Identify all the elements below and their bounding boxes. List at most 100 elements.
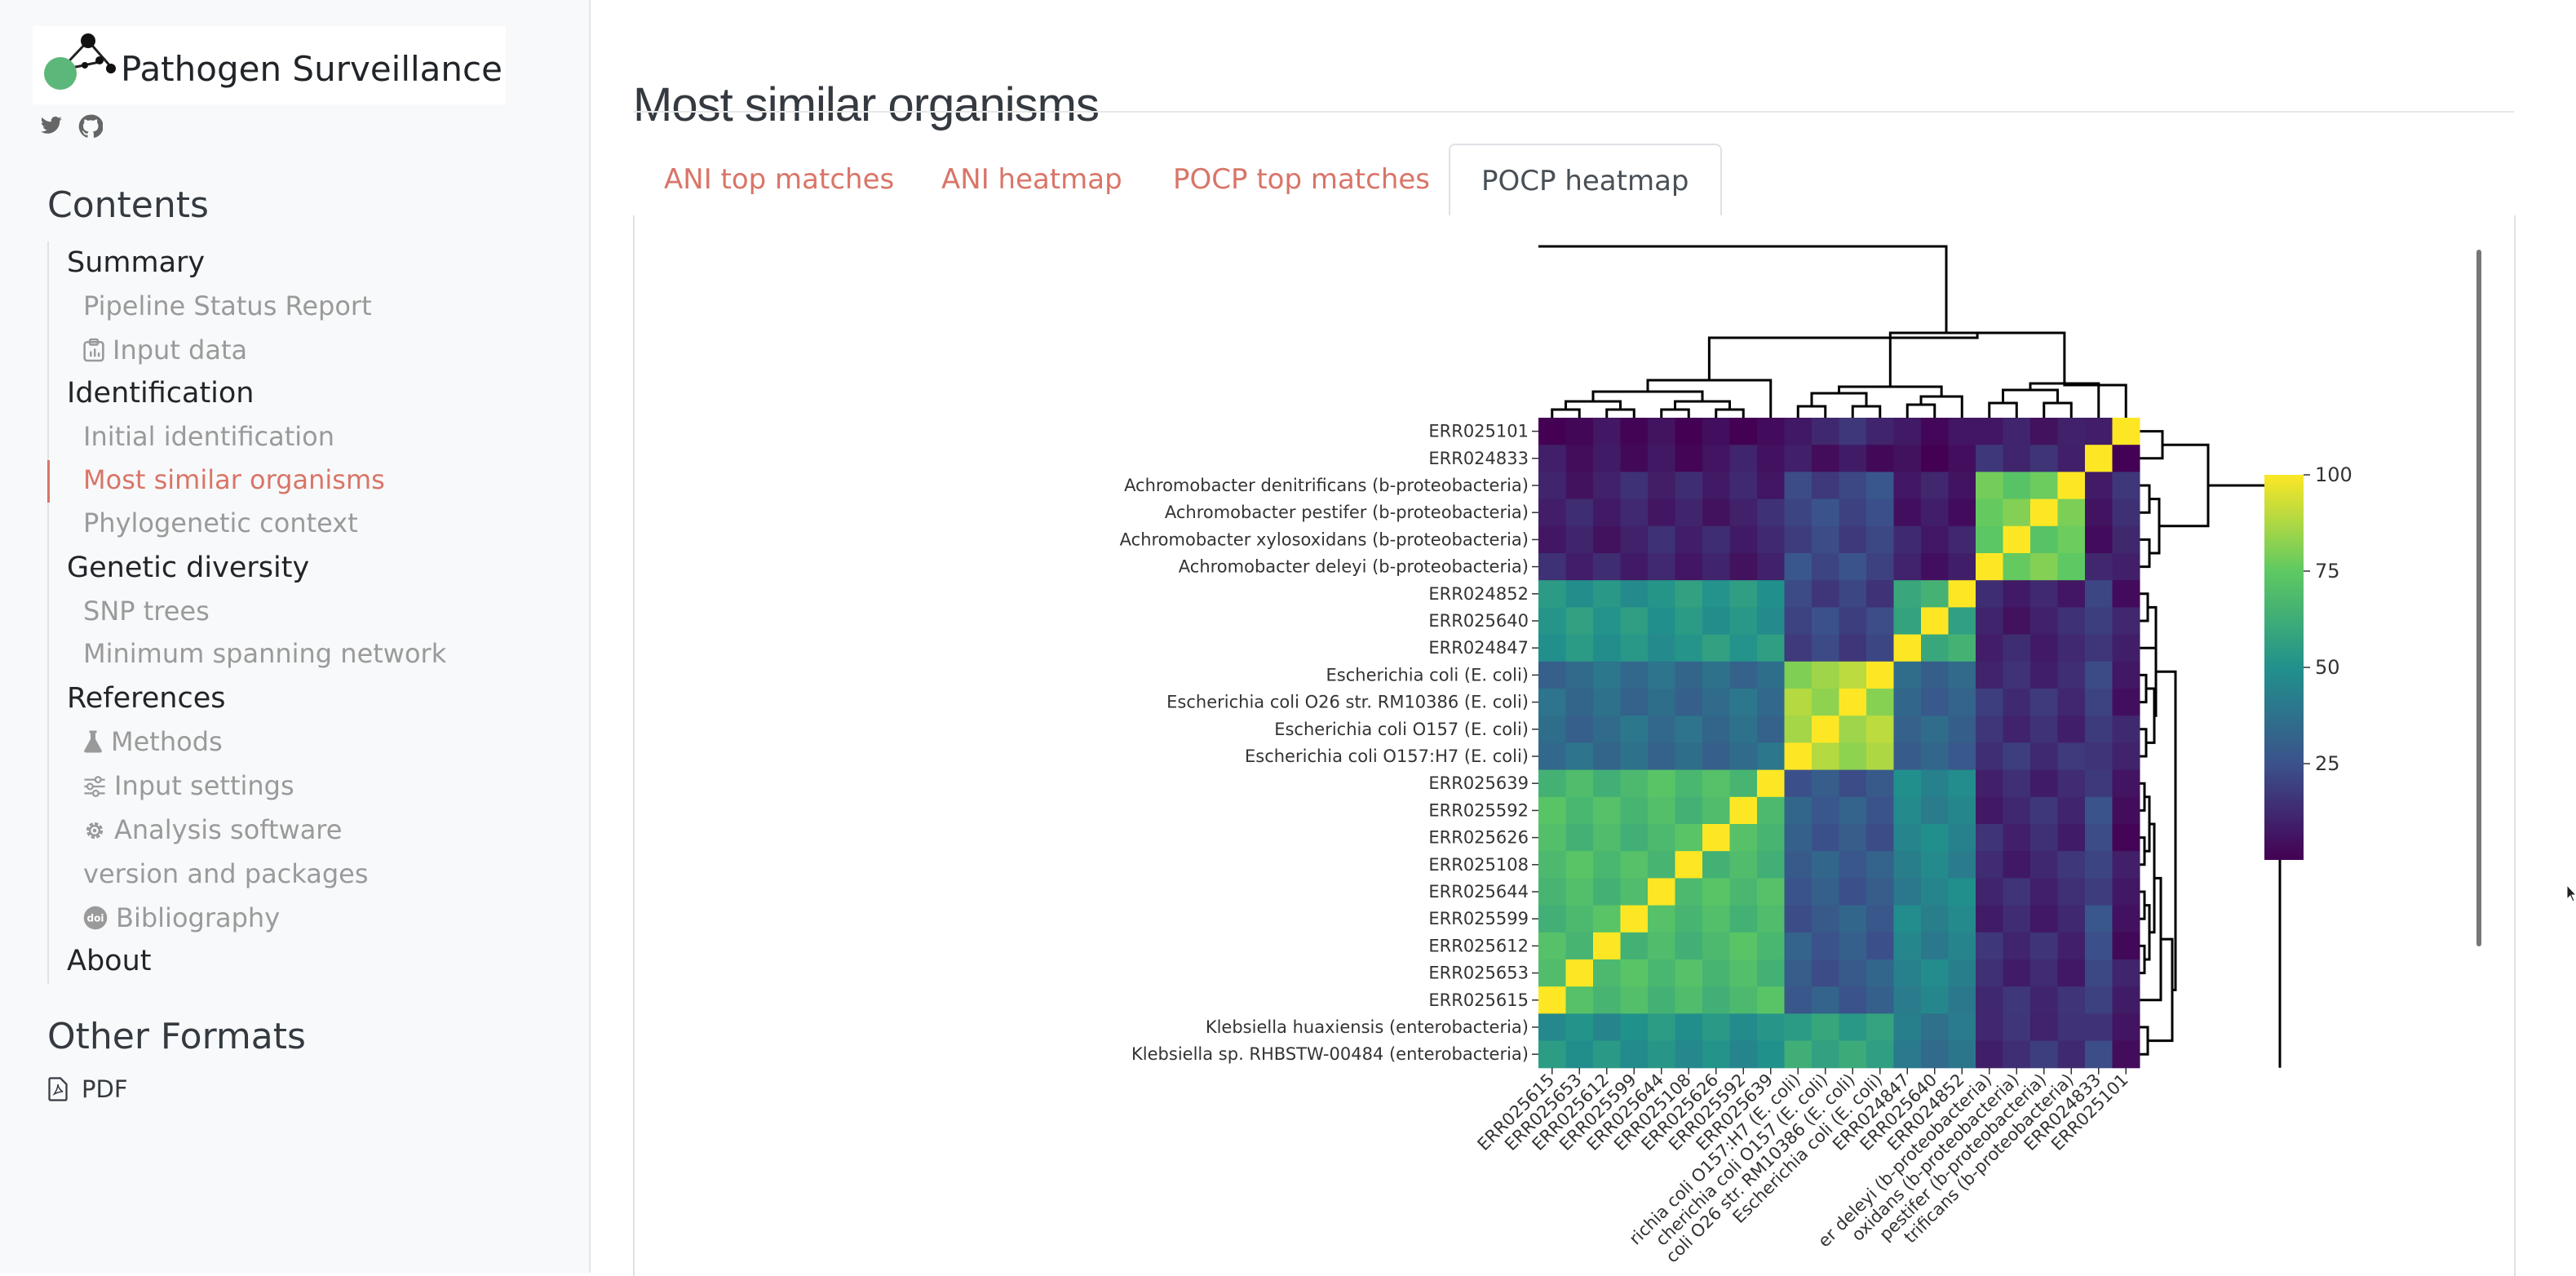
heatmap-cell (1976, 851, 2003, 879)
heatmap-cell (1784, 742, 1812, 771)
heatmap-cell (2057, 824, 2086, 852)
heatmap-cell (1866, 445, 1894, 472)
heatmap-cell (1976, 986, 2003, 1014)
toc-analysis-software[interactable]: Analysis software (83, 814, 342, 845)
heatmap-cell (1921, 445, 1949, 472)
heatmap-cell (1921, 661, 1949, 689)
twitter-icon[interactable] (39, 114, 64, 137)
heatmap-cell (1702, 418, 1730, 445)
heatmap-cell (1948, 769, 1976, 798)
heatmap-cell (1784, 498, 1812, 527)
tab-pocp-top-matches[interactable]: POCP top matches (1173, 163, 1430, 196)
heatmap-cell (1784, 824, 1812, 852)
page-title: Most similar organisms (633, 78, 1100, 131)
row-label: Escherichia coli O157:H7 (E. coli) (1245, 747, 1529, 766)
heatmap-cell (1565, 716, 1594, 743)
panel-scrollbar[interactable] (2476, 250, 2481, 946)
toc-snp-trees[interactable]: SNP trees (83, 596, 210, 627)
tab-ani-heatmap[interactable]: ANI heatmap (941, 163, 1122, 196)
heatmap-cell (1538, 1040, 1566, 1069)
heatmap-cell (1784, 986, 1812, 1014)
toc-bibliography[interactable]: doi Bibliography (83, 902, 280, 933)
heatmap-cell (2003, 851, 2031, 879)
heatmap-cell (2057, 689, 2086, 716)
heatmap-cell (1538, 607, 1566, 636)
toc-references[interactable]: References (67, 682, 226, 715)
heatmap-cell (1893, 498, 1922, 527)
heatmap-cell (1729, 932, 1758, 960)
heatmap-cell (2030, 661, 2058, 689)
heatmap-cell (1976, 796, 2003, 825)
heatmap-cell (1620, 1040, 1649, 1069)
toc-input-settings[interactable]: Input settings (83, 770, 294, 801)
heatmap-cell (2030, 932, 2058, 960)
heatmap-cell (1757, 634, 1785, 662)
heatmap-cell (1893, 634, 1922, 662)
heatmap-cell (2003, 878, 2031, 906)
heatmap-cell (1976, 769, 2003, 798)
heatmap-cell (1593, 905, 1621, 933)
heatmap-cell (1648, 634, 1675, 662)
pdf-link[interactable]: PDF (47, 1075, 128, 1103)
heatmap-cell (1757, 661, 1785, 689)
heatmap-cell (1976, 607, 2003, 636)
heatmap-cell (1538, 661, 1566, 689)
site-logo[interactable]: Pathogen Surveillance (33, 26, 506, 104)
heatmap-cell (2112, 525, 2140, 554)
toc-most-similar-organisms[interactable]: Most similar organisms (83, 464, 385, 495)
toc-initial-identification[interactable]: Initial identification (83, 421, 334, 452)
row-label: Klebsiella sp. RHBSTW-00484 (enterobacte… (1131, 1044, 1529, 1064)
logo-text: Pathogen Surveillance (121, 49, 502, 89)
heatmap-cell (1976, 824, 2003, 852)
heatmap-cell (1948, 986, 1976, 1014)
github-icon[interactable] (78, 114, 103, 139)
heatmap-cell (1839, 905, 1867, 933)
heatmap-cell (1675, 986, 1703, 1014)
heatmap-cell (2112, 445, 2140, 472)
heatmap-cell (1648, 851, 1675, 879)
toc-methods[interactable]: Methods (83, 726, 223, 757)
heatmap-cell (1538, 1013, 1566, 1042)
heatmap-cell (1893, 742, 1922, 771)
row-label: ERR025592 (1428, 800, 1529, 820)
heatmap-cell (1948, 634, 1976, 662)
heatmap-cell (2030, 769, 2058, 798)
toc-pipeline-status-report[interactable]: Pipeline Status Report (83, 290, 372, 321)
toc-genetic-diversity[interactable]: Genetic diversity (67, 552, 310, 584)
heatmap-cell (1620, 689, 1649, 716)
colorbar-gradient (2264, 475, 2304, 860)
toc-identification[interactable]: Identification (67, 377, 255, 410)
heatmap-cell (1565, 1040, 1594, 1069)
toc-about[interactable]: About (67, 945, 152, 977)
heatmap-cell (2057, 580, 2086, 608)
toc-phylogenetic-context[interactable]: Phylogenetic context (83, 507, 358, 538)
heatmap-cell (2085, 525, 2113, 554)
heatmap-cell (1921, 1040, 1949, 1069)
heatmap-column-labels: ERR025615ERR025653ERR025612ERR025599ERR0… (1474, 1067, 2132, 1267)
row-label: ERR025640 (1428, 611, 1529, 631)
heatmap-cell (1593, 553, 1621, 581)
heatmap-cell (1620, 986, 1649, 1014)
toc-analysis-software-cont[interactable]: version and packages (83, 858, 369, 889)
heatmap-cell (1648, 986, 1675, 1014)
heatmap-cell (1757, 769, 1785, 798)
heatmap-cell (1866, 742, 1894, 771)
heatmap-cell (1620, 661, 1649, 689)
heatmap-cell (1675, 661, 1703, 689)
title-divider (633, 111, 2514, 113)
heatmap-cell (2030, 418, 2058, 445)
tab-ani-top-matches[interactable]: ANI top matches (664, 163, 895, 196)
toc-minimum-spanning-network[interactable]: Minimum spanning network (83, 638, 447, 669)
toc-summary[interactable]: Summary (67, 246, 206, 279)
heatmap-cell (1893, 553, 1922, 581)
heatmap-cell (1648, 796, 1675, 825)
heatmap-cell (1948, 418, 1976, 445)
heatmap-cell (1565, 769, 1594, 798)
heatmap-cell (2112, 689, 2140, 716)
toc-input-data[interactable]: Input data (83, 335, 247, 366)
heatmap-cell (1620, 905, 1649, 933)
tab-pocp-heatmap[interactable]: POCP heatmap (1449, 144, 1722, 219)
heatmap-cell (1866, 472, 1894, 500)
heatmap-cell (2003, 445, 2031, 472)
heatmap-cell (1839, 634, 1867, 662)
